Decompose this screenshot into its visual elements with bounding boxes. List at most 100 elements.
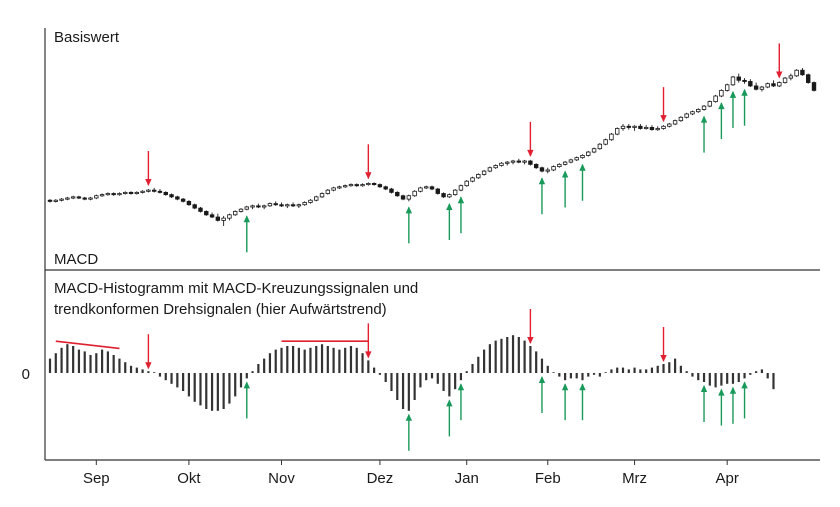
candle <box>117 192 122 196</box>
candle <box>233 210 238 216</box>
candle <box>539 166 545 173</box>
candle-body <box>163 191 168 196</box>
buy-arrow <box>538 177 546 215</box>
candle-body <box>481 170 487 175</box>
arrow-head <box>527 337 534 344</box>
candle <box>342 184 348 188</box>
candle-body <box>458 185 464 191</box>
arrow-head <box>243 381 250 389</box>
candle-body <box>360 184 365 187</box>
candle-body <box>777 82 782 87</box>
trend-line <box>55 340 120 350</box>
candle <box>418 186 423 193</box>
candle <box>151 187 157 193</box>
arrow-head <box>579 163 586 171</box>
candle-body <box>620 125 626 129</box>
candle-body <box>794 69 799 77</box>
candle-body <box>331 187 336 191</box>
arrow-head <box>145 179 152 187</box>
candle-body <box>302 202 307 206</box>
candle <box>111 192 116 196</box>
candle <box>753 82 759 91</box>
candle <box>140 190 145 194</box>
candle <box>620 124 626 131</box>
candle <box>163 191 168 196</box>
sell-arrow <box>660 87 667 123</box>
arrow-head <box>405 206 413 214</box>
buy-arrow <box>729 90 737 128</box>
candle <box>400 194 406 201</box>
buy-arrow <box>718 102 725 140</box>
candle-body <box>742 79 747 82</box>
candle-body <box>59 198 64 201</box>
candle-body <box>638 125 643 129</box>
candle-body <box>395 191 400 197</box>
candle <box>319 192 325 198</box>
candle <box>580 154 585 159</box>
arrow-head <box>561 383 569 391</box>
candle <box>452 189 458 196</box>
candle-body <box>65 197 70 200</box>
candle <box>169 193 174 198</box>
candle <box>175 195 180 201</box>
candle-body <box>429 186 435 190</box>
candle <box>533 163 539 169</box>
arrow-head <box>538 177 546 185</box>
candle <box>603 138 608 146</box>
candle-body <box>615 128 620 135</box>
candle-body <box>713 95 718 103</box>
sell-arrow <box>660 327 667 362</box>
candle-body <box>690 111 695 115</box>
candle <box>719 89 724 98</box>
price-panel-title: Basiswert <box>54 29 120 46</box>
candle-body <box>134 191 140 194</box>
candle-body <box>267 203 273 207</box>
candle-body <box>730 76 736 86</box>
buy-arrow <box>243 381 250 419</box>
candle <box>88 196 93 201</box>
candle <box>765 82 770 89</box>
candle-body <box>493 165 498 169</box>
macd-histogram <box>48 335 775 411</box>
candle-body <box>748 81 753 87</box>
candle <box>325 189 331 195</box>
candle <box>53 199 58 203</box>
candle <box>441 192 446 198</box>
buy-arrow <box>538 376 546 413</box>
candle <box>395 191 400 197</box>
candle-body <box>82 197 87 200</box>
arrow-head <box>660 355 667 362</box>
arrow-head <box>538 376 546 383</box>
candle <box>261 204 267 210</box>
arrow-head <box>776 71 783 79</box>
candle <box>65 196 70 201</box>
candle-body <box>522 160 527 163</box>
arrow-head <box>243 215 250 223</box>
arrow-head <box>446 202 453 210</box>
candle-body <box>510 160 516 163</box>
candle <box>562 161 568 166</box>
candle <box>568 158 574 164</box>
candle <box>638 124 643 130</box>
candle-body <box>603 139 608 145</box>
candle <box>238 208 244 213</box>
candle-body <box>574 157 579 161</box>
candle-body <box>221 217 226 221</box>
candle-body <box>696 109 701 113</box>
candle-body <box>499 162 504 166</box>
price-signal-arrows <box>145 43 783 253</box>
arrow-head <box>145 362 152 370</box>
x-tick-label: Mrz <box>622 470 647 487</box>
arrow-head <box>527 149 534 157</box>
candle-body <box>441 193 446 198</box>
x-tick-label: Feb <box>535 470 561 487</box>
candle-body <box>215 216 221 221</box>
candle-body <box>707 101 713 107</box>
x-tick-label: Okt <box>177 470 201 487</box>
candle <box>528 159 533 166</box>
candle <box>267 202 273 207</box>
candle-body <box>94 195 99 199</box>
candle-body <box>186 200 192 206</box>
candle <box>244 205 249 211</box>
